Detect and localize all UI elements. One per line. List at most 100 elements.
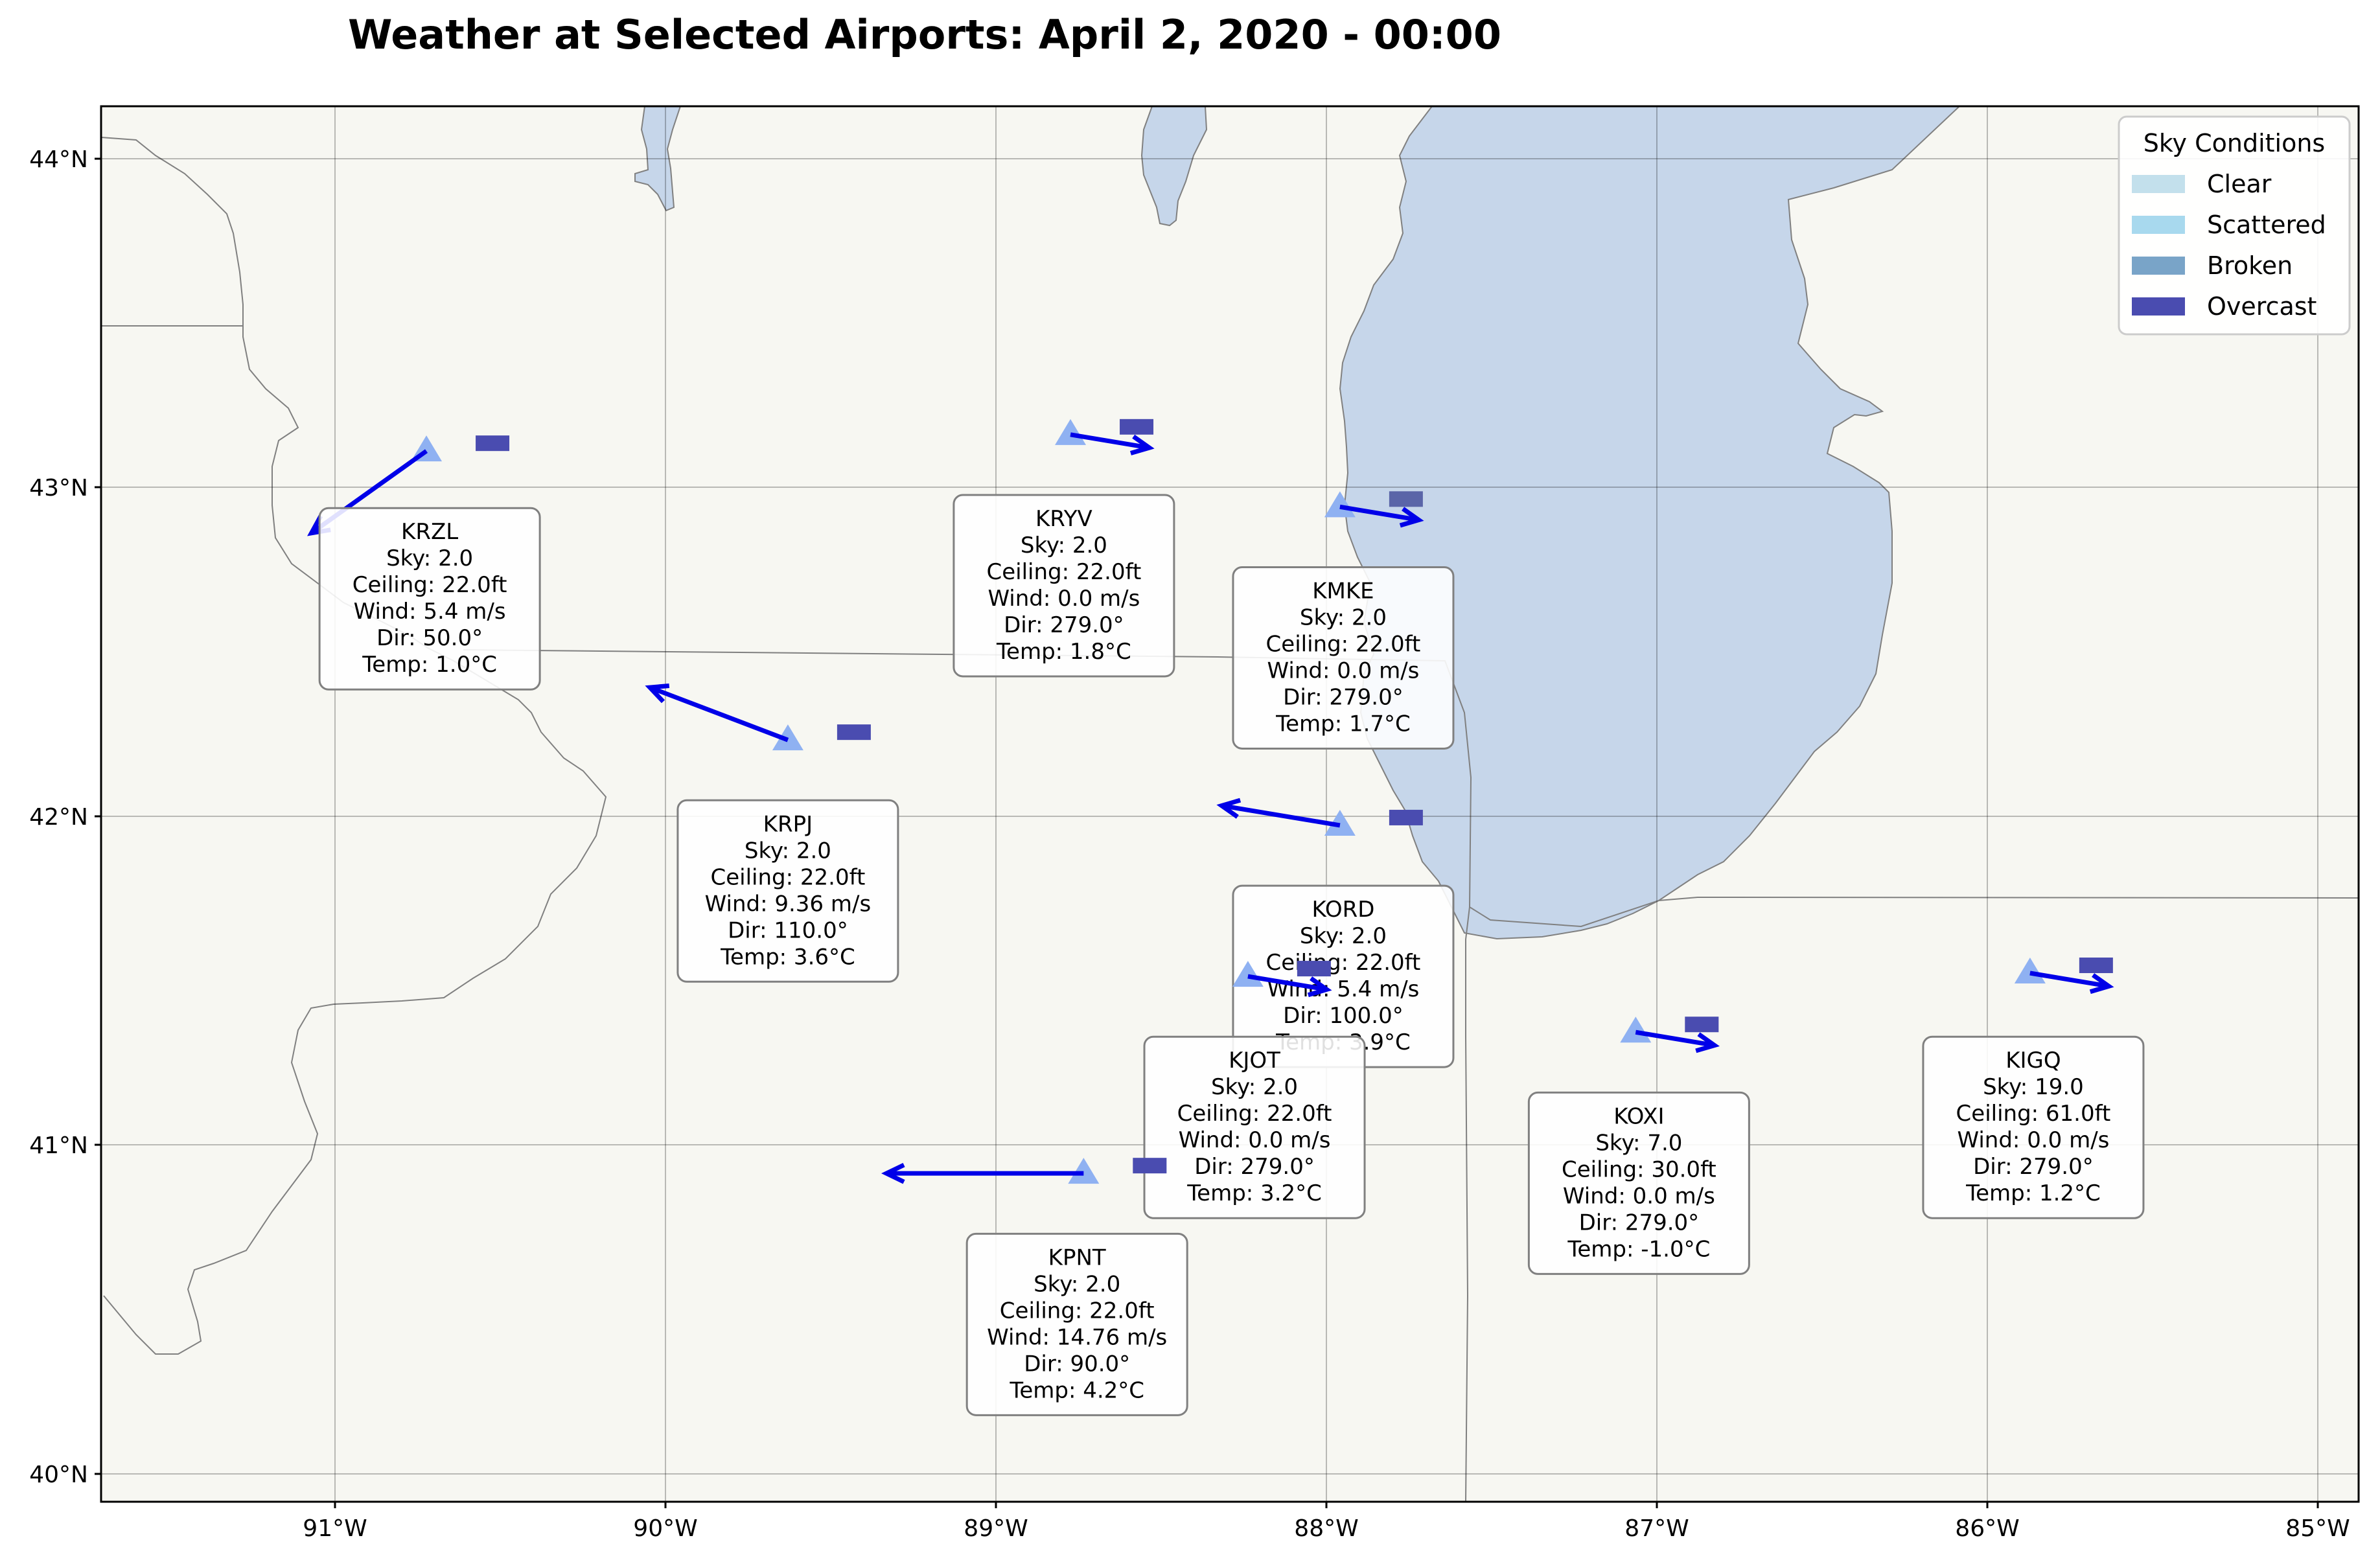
ceiling-label: Ceiling: 22.0ft xyxy=(352,572,507,598)
direction-label: Dir: 279.0° xyxy=(1973,1154,2094,1180)
map-frame xyxy=(100,105,2360,1503)
wind-arrow-head-icon xyxy=(1695,1032,1720,1053)
y-tick-label: 40°N xyxy=(29,1462,88,1488)
direction-label: Dir: 279.0° xyxy=(1579,1210,1700,1235)
station-info-box xyxy=(1527,1091,1750,1275)
wind-label: Wind: 5.4 m/s xyxy=(1267,976,1420,1002)
y-tick-label: 42°N xyxy=(29,804,88,831)
legend-label: Clear xyxy=(2207,170,2272,198)
x-tick-label: 88°W xyxy=(1294,1515,1358,1542)
sky-label: Sky: 2.0 xyxy=(1021,533,1107,558)
sky-label: Sky: 2.0 xyxy=(1300,923,1387,949)
lake-winnebago xyxy=(634,106,682,212)
temperature-label: Temp: 1.7°C xyxy=(1275,711,1411,737)
sky-condition-marker xyxy=(476,435,510,452)
sky-condition-marker xyxy=(2079,958,2113,974)
wind-arrow xyxy=(654,687,789,742)
x-tick-label: 86°W xyxy=(1955,1515,2019,1542)
station-info-box xyxy=(318,507,541,691)
wind-label: Wind: 0.0 m/s xyxy=(1267,658,1420,683)
station-marker-icon xyxy=(1324,491,1356,518)
temperature-label: Temp: 4.2°C xyxy=(1009,1377,1144,1403)
legend-label: Overcast xyxy=(2207,292,2316,321)
station-info-box xyxy=(1143,1035,1366,1219)
station-marker-icon xyxy=(1620,1016,1652,1043)
wind-arrow xyxy=(1247,974,1323,991)
station-id-label: KRZL xyxy=(401,519,458,545)
graticule xyxy=(101,106,2359,1502)
direction-label: Dir: 100.0° xyxy=(1283,1003,1404,1029)
ceiling-label: Ceiling: 22.0ft xyxy=(1177,1101,1332,1127)
lake-michigan xyxy=(1339,106,1961,940)
station-id-label: KJOT xyxy=(1229,1048,1280,1074)
legend-swatch-broken xyxy=(2132,257,2185,275)
x-axis: 91°W 90°W 89°W 88°W 87°W 86°W 85°W xyxy=(303,1502,2350,1542)
wind-label: Wind: 5.4 m/s xyxy=(354,599,506,625)
wind-label: Wind: 9.36 m/s xyxy=(705,891,872,917)
y-axis: 44°N 43°N 42°N 41°N 40°N xyxy=(29,146,101,1488)
sky-label: Sky: 2.0 xyxy=(745,838,831,864)
wind-arrow-head-icon xyxy=(1216,798,1242,819)
wind-arrow xyxy=(1070,432,1145,450)
station-id-label: KOXI xyxy=(1613,1103,1664,1129)
sky-condition-marker xyxy=(1297,961,1331,977)
direction-label: Dir: 50.0° xyxy=(376,625,483,651)
direction-label: Dir: 279.0° xyxy=(1194,1154,1315,1180)
y-tick-label: 44°N xyxy=(29,146,88,173)
station-marker-icon xyxy=(772,724,803,751)
wind-arrow xyxy=(2029,971,2105,988)
temperature-label: Temp: 1.2°C xyxy=(1965,1180,2101,1206)
wind-label: Wind: 0.0 m/s xyxy=(1563,1183,1715,1209)
direction-label: Dir: 279.0° xyxy=(1004,612,1124,638)
x-tick-label: 85°W xyxy=(2285,1515,2350,1542)
station-marker-icon xyxy=(1324,809,1356,836)
sky-label: Sky: 19.0 xyxy=(1983,1074,2084,1100)
station-marker-icon xyxy=(1055,419,1087,445)
sky-label: Sky: 2.0 xyxy=(1211,1074,1298,1100)
station-id-label: KPNT xyxy=(1048,1245,1106,1270)
station-id-label: KRPJ xyxy=(763,811,813,837)
station-marker-icon xyxy=(1232,961,1264,987)
direction-label: Dir: 110.0° xyxy=(728,917,848,943)
legend-title: Sky Conditions xyxy=(2143,129,2325,157)
station-id-label: KORD xyxy=(1311,897,1374,923)
sky-label: Sky: 2.0 xyxy=(386,546,473,571)
sky-condition-marker xyxy=(1389,809,1423,825)
sky-condition-marker xyxy=(1120,419,1154,435)
sky-label: Sky: 2.0 xyxy=(1034,1271,1120,1297)
wind-label: Wind: 14.76 m/s xyxy=(987,1324,1167,1350)
wind-arrow xyxy=(1339,504,1415,522)
legend-swatch-overcast xyxy=(2132,297,2185,316)
y-tick-label: 43°N xyxy=(29,475,88,501)
station-id-label: KRYV xyxy=(1035,506,1092,532)
temperature-label: Temp: 1.8°C xyxy=(996,639,1131,665)
wind-arrow-head-icon xyxy=(881,1162,905,1184)
ceiling-label: Ceiling: 22.0ft xyxy=(1266,950,1421,976)
x-tick-label: 87°W xyxy=(1624,1515,1689,1542)
legend-box xyxy=(2118,115,2351,336)
station-info-box xyxy=(953,494,1175,678)
wind-arrow-head-icon xyxy=(645,683,670,704)
station-info-box xyxy=(965,1232,1188,1416)
temperature-label: Temp: 3.6°C xyxy=(720,944,855,970)
legend-label: Scattered xyxy=(2207,211,2326,239)
figure-title: Weather at Selected Airports: April 2, 2… xyxy=(348,11,1501,58)
sky-condition-marker xyxy=(1389,491,1423,507)
wind-arrow xyxy=(1635,1029,1710,1047)
sky-condition-marker xyxy=(1685,1016,1719,1033)
sky-condition-marker xyxy=(1133,1158,1167,1174)
wind-label: Wind: 0.0 m/s xyxy=(1179,1127,1331,1153)
station-info-box xyxy=(1232,566,1455,750)
green-bay xyxy=(1140,106,1208,227)
